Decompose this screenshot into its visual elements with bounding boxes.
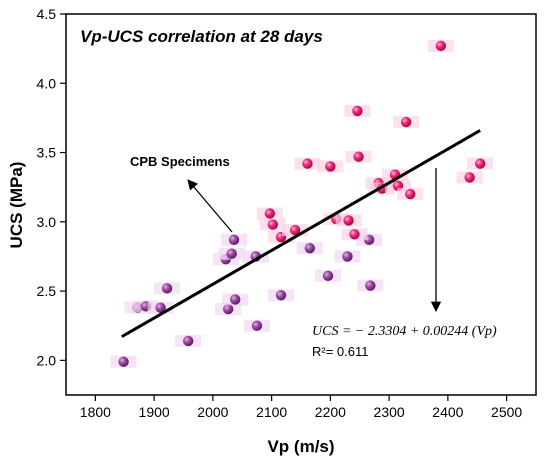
data-point <box>267 219 278 230</box>
data-point <box>226 248 237 259</box>
data-point <box>325 161 336 172</box>
data-point <box>352 105 363 117</box>
data-points <box>110 39 494 368</box>
x-tick-label: 2400 <box>432 404 463 420</box>
data-point <box>343 215 354 226</box>
data-point <box>474 158 486 169</box>
data-point <box>251 320 263 331</box>
x-tick-label: 1900 <box>139 404 170 420</box>
x-tick-label: 2300 <box>374 404 405 420</box>
data-point <box>464 172 475 183</box>
specimens-arrow <box>187 179 233 233</box>
data-point <box>322 270 334 282</box>
data-point <box>155 302 166 313</box>
data-point <box>161 283 173 294</box>
data-point <box>230 294 241 305</box>
data-point <box>275 290 287 301</box>
data-point <box>264 208 276 219</box>
data-point <box>183 335 194 347</box>
y-tick-label: 4.5 <box>37 6 57 22</box>
axis-ticks: 1800 1900 2000 2100 2200 2300 2400 2500 2.0 2.5 3.… <box>37 6 523 420</box>
y-axis-title: UCS (MPa) <box>7 162 26 249</box>
fit-line-group <box>121 129 481 338</box>
y-tick-label: 3.5 <box>37 145 57 161</box>
y-tick-label: 3.0 <box>37 214 57 230</box>
data-point <box>353 151 364 162</box>
data-point <box>302 158 313 169</box>
data-point <box>435 40 447 52</box>
y-tick-label: 2.0 <box>37 352 57 368</box>
data-point <box>118 356 129 367</box>
data-point <box>342 251 353 262</box>
x-tick-label: 2100 <box>256 404 287 420</box>
r-squared-label: R²= 0.611 <box>312 344 369 359</box>
equation-label: UCS = − 2.3304 + 0.00244 (Vp) <box>312 324 497 339</box>
data-point <box>289 224 301 236</box>
x-tick-label: 2200 <box>315 404 346 420</box>
x-axis-title: Vp (m/s) <box>267 437 334 456</box>
plot-frame <box>65 13 537 396</box>
x-tick-label: 2000 <box>197 404 228 420</box>
y-tick-label: 4.0 <box>37 75 57 91</box>
data-point <box>349 229 360 240</box>
data-point <box>365 280 376 291</box>
chart-title: Vp-UCS correlation at 28 days <box>80 27 323 46</box>
data-point <box>222 303 234 315</box>
data-point <box>405 188 416 200</box>
data-point <box>228 234 240 246</box>
data-point <box>304 242 316 254</box>
y-tick-label: 2.5 <box>37 283 57 299</box>
data-point <box>400 116 412 128</box>
x-tick-label: 2500 <box>491 404 522 420</box>
specimens-label: CPB Specimens <box>130 154 230 169</box>
x-tick-label: 1800 <box>80 404 111 420</box>
fit-line <box>121 129 481 338</box>
